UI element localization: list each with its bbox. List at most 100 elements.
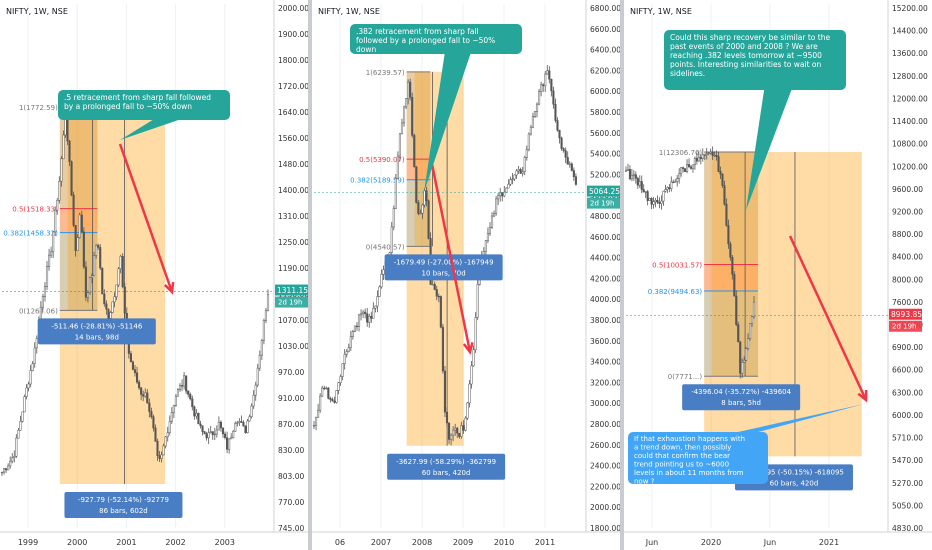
- candle-body: [5, 468, 8, 471]
- panel-divider[interactable]: [620, 0, 624, 550]
- y-tick-label: 8400.00: [892, 253, 923, 262]
- measure-label-short[interactable]: -1679.49 (-27.00%) -167949 10 bars, 70d: [384, 254, 503, 281]
- candle-body: [452, 429, 455, 436]
- x-tick-label: 2020: [701, 538, 721, 547]
- candle-body: [246, 420, 249, 434]
- y-tick-label: 9200.00: [892, 207, 923, 216]
- x-tick-label: 2001: [116, 538, 136, 547]
- candle-body: [515, 170, 518, 176]
- measure-label-short[interactable]: -4396.04 (-35.72%) -439604 8 bars, 5hd: [682, 384, 801, 411]
- candle-body: [495, 198, 498, 214]
- candle-body: [154, 427, 157, 442]
- y-tick-label: 5400.00: [590, 150, 620, 159]
- callout-note[interactable]: .5 retracement from sharp fall followedb…: [58, 90, 230, 140]
- y-tick-label: 4400.00: [590, 254, 620, 263]
- candle-body: [750, 316, 754, 324]
- candle-body: [109, 312, 112, 319]
- y-tick-label: 3400.00: [590, 358, 620, 367]
- candle-body: [105, 303, 108, 310]
- countdown-text: 2d 19h: [590, 200, 614, 208]
- candle-body: [29, 370, 32, 385]
- measure-label-long[interactable]: -3627.99 (-58.29%) -362799 60 bars, 420d: [387, 453, 506, 480]
- candle-body: [456, 427, 459, 434]
- chart-title: NIFTY, 1W, NSE: [6, 7, 68, 16]
- candle-body: [544, 73, 547, 87]
- candle-body: [499, 192, 502, 197]
- measure-label-text: 10 bars, 70d: [422, 269, 466, 277]
- candle-body: [252, 394, 255, 407]
- measure-label-long[interactable]: -927.79 (-52.14%) -92779 86 bars, 602d: [64, 492, 183, 518]
- candle-body: [74, 225, 77, 251]
- fib-band-mid: [704, 264, 759, 291]
- trend-arrow-line[interactable]: [788, 235, 868, 401]
- callout-text: .382 retracement from sharp fall: [356, 27, 479, 36]
- x-tick-label: 2011: [535, 538, 555, 547]
- measure-label-bg: [387, 453, 506, 480]
- candle-body: [707, 152, 710, 155]
- candle-body: [129, 353, 132, 363]
- candle-body: [572, 170, 575, 177]
- candle-body: [535, 103, 539, 112]
- candle-body: [509, 179, 512, 185]
- callout-bg: [350, 24, 522, 54]
- candle-body: [713, 155, 716, 157]
- x-tick-label: 2000: [67, 538, 87, 547]
- y-tick-label: 7600.00: [892, 298, 923, 307]
- chart-panel-2020[interactable]: Jun 2020 Jun 2021 15200.00 14400.00 13600.00 12…: [624, 0, 932, 550]
- candle-body: [546, 70, 549, 75]
- candle-body: [699, 156, 702, 160]
- fib-level-label: 0.382(1458.32): [3, 230, 58, 238]
- y-tick-label: 1250.00: [278, 238, 308, 247]
- candle-body: [396, 155, 399, 179]
- y-tick-label: 870.00: [278, 420, 304, 429]
- candle-body: [642, 189, 645, 193]
- callout-note[interactable]: Could this sharp recovery be similar to …: [664, 30, 846, 210]
- candle-body: [542, 84, 545, 87]
- measure-box-long[interactable]: [59, 106, 166, 485]
- y-tick-label: 4800.00: [590, 212, 620, 221]
- candle-body: [189, 394, 192, 400]
- candle-body: [550, 78, 553, 92]
- candle-body: [250, 405, 253, 417]
- trend-arrow-line[interactable]: [118, 143, 174, 293]
- candle-body: [234, 423, 237, 432]
- y-tick-label: 6000.00: [892, 411, 923, 420]
- panel-divider[interactable]: [308, 0, 312, 550]
- chart-svg: 06 2007 2008 2009 2010 2011 6800.00 6600.00 6400…: [312, 0, 620, 550]
- candle-body: [317, 409, 320, 418]
- candle-body: [540, 84, 543, 92]
- candle-body: [398, 133, 401, 157]
- candle-body: [164, 436, 167, 447]
- candle-body: [407, 81, 410, 99]
- candle-body: [82, 231, 85, 268]
- callout-text: followed by a prolonged fall to ~50%: [356, 36, 495, 45]
- candle-body: [329, 398, 332, 400]
- trend-arrow-line[interactable]: [430, 163, 472, 353]
- chart-panel-2000[interactable]: 1999 2000 2001 2002 2003 2000.00 1900.00 1800.0…: [0, 0, 308, 550]
- y-tick-label: 1560.00: [278, 134, 308, 143]
- candle-body: [554, 104, 557, 121]
- candle-body: [682, 167, 685, 169]
- candle-body: [552, 90, 555, 105]
- candle-body: [319, 395, 322, 411]
- y-tick-label: 11400.00: [892, 117, 928, 126]
- candle-body: [138, 381, 141, 389]
- candle-body: [752, 301, 756, 318]
- candle-body: [507, 183, 510, 189]
- y-tick-label: 6600.00: [892, 366, 923, 375]
- candle-body: [747, 338, 750, 349]
- measure-label-text: -4396.04 (-35.72%) -439604: [691, 388, 791, 396]
- x-tick-label: 2002: [165, 538, 185, 547]
- candle-body: [48, 254, 51, 268]
- candle-body: [113, 296, 116, 303]
- trend-arrow-head: [462, 342, 474, 355]
- candle-body: [574, 176, 577, 185]
- candle-body: [689, 166, 693, 169]
- candle-body: [425, 190, 428, 202]
- fib-level-label: 0.5(1518.33): [12, 206, 58, 214]
- candle-body: [731, 257, 734, 275]
- chart-panel-2008[interactable]: 06 2007 2008 2009 2010 2011 6800.00 6600.00 6400…: [312, 0, 620, 550]
- measure-label-short[interactable]: -511.46 (-28.81%) -51146 14 bars, 98d: [37, 318, 156, 345]
- fib-level-label: 0.5(5390.07): [359, 156, 405, 164]
